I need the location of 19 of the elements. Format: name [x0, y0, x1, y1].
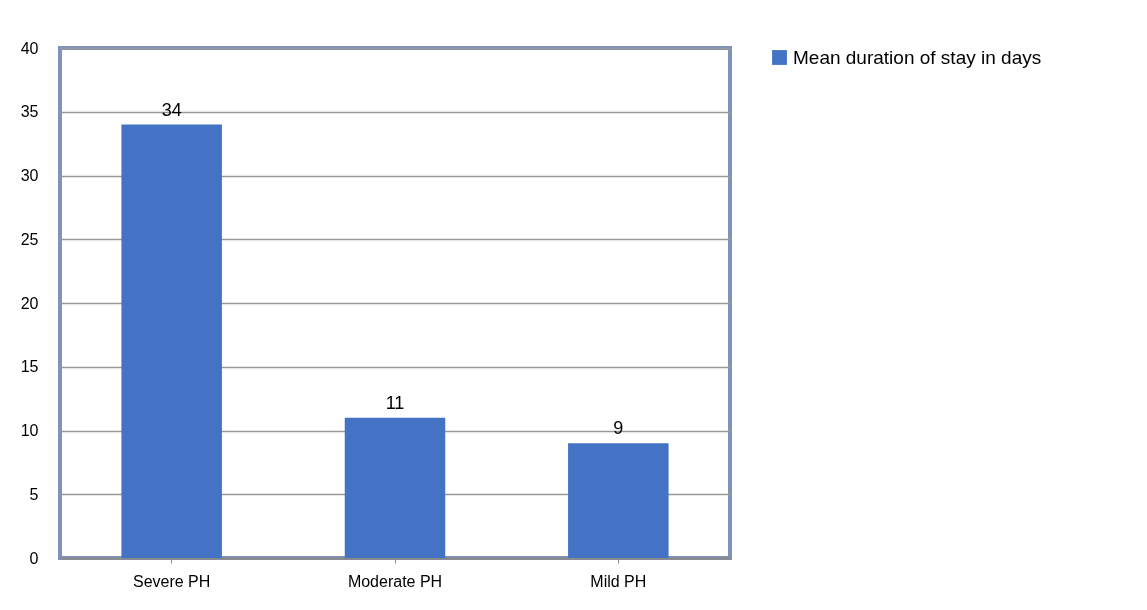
y-tick-label: 10	[20, 422, 39, 439]
y-tick-label: 15	[20, 358, 39, 376]
legend-label: Mean duration of stay in days	[793, 46, 1042, 68]
y-tick-label: 20	[20, 294, 39, 312]
y-tick-label: 25	[20, 230, 39, 248]
y-tick-label: 35	[20, 103, 39, 121]
x-tick-label: Moderate PH	[347, 572, 443, 590]
y-tick-label: 5	[29, 485, 39, 503]
bar	[121, 124, 222, 558]
x-tick-label: Severe PH	[132, 572, 211, 590]
x-tick-label: Mild PH	[590, 572, 647, 590]
bar	[344, 417, 446, 558]
bar	[568, 443, 669, 558]
y-tick-label: 40	[20, 39, 39, 57]
y-tick-label: 30	[20, 167, 39, 184]
data-label: 11	[385, 392, 405, 413]
data-label: 9	[613, 418, 624, 439]
data-label: 34	[161, 99, 182, 120]
y-tick-label: 0	[29, 549, 39, 567]
